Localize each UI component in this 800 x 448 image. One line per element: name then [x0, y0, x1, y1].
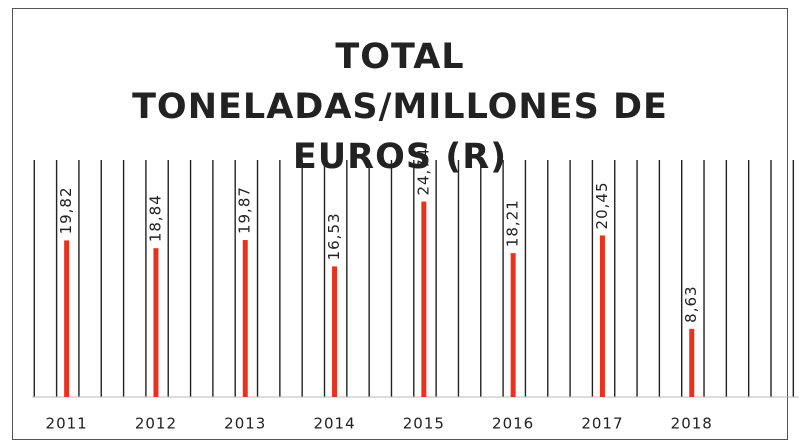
data-label: 8,63 — [682, 285, 700, 322]
x-tick-label: 2018 — [671, 415, 713, 433]
bar — [599, 235, 605, 397]
bar — [153, 248, 159, 397]
chart-title: TOTAL TONELADAS/MILLONES DE EUROS (R) — [132, 37, 668, 177]
chart-frame — [12, 8, 788, 440]
data-label: 20,45 — [593, 181, 611, 229]
data-label: 24,74 — [414, 148, 432, 196]
bar — [421, 201, 427, 397]
x-tick-label: 2014 — [313, 415, 355, 433]
x-tick-label: 2011 — [46, 415, 88, 433]
data-label: 16,53 — [325, 212, 343, 260]
bar — [689, 328, 695, 397]
data-label: 19,82 — [57, 186, 75, 234]
bar — [510, 253, 516, 397]
bar — [242, 240, 248, 397]
x-tick-label: 2017 — [581, 415, 623, 433]
data-label: 18,21 — [504, 199, 522, 247]
x-tick-label: 2015 — [403, 415, 445, 433]
bar — [64, 240, 70, 397]
data-label: 19,87 — [236, 186, 254, 234]
data-label: 18,84 — [146, 194, 164, 242]
x-tick-label: 2013 — [224, 415, 266, 433]
x-tick-label: 2012 — [135, 415, 177, 433]
bar — [332, 266, 338, 397]
x-tick-label: 2016 — [492, 415, 534, 433]
